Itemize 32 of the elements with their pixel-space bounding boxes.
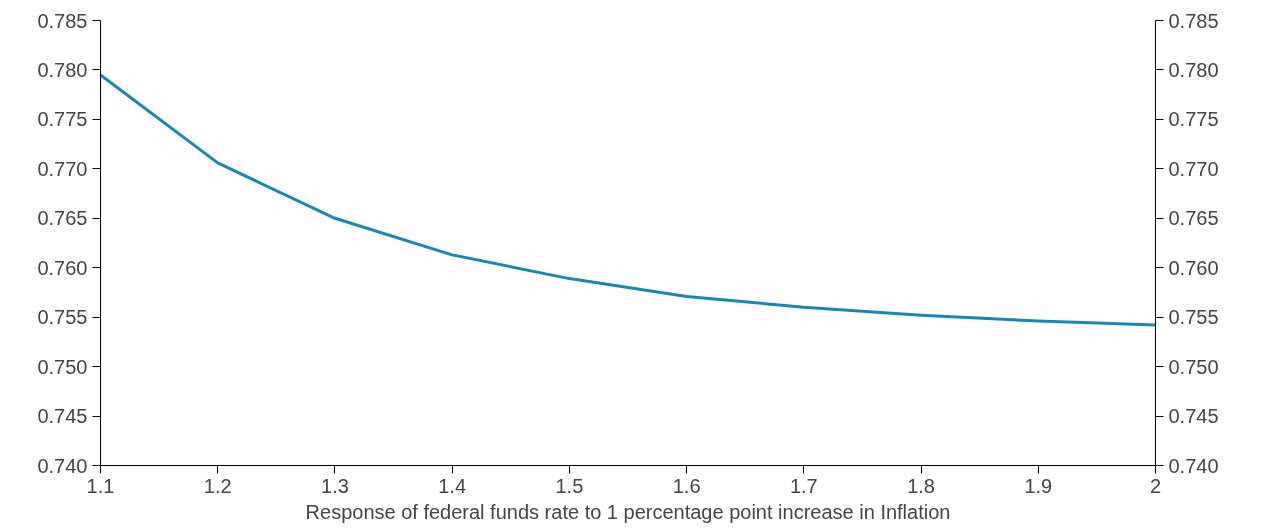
y-tick-label: 0.765: [37, 207, 88, 230]
y-tick-label: 0.750: [37, 355, 88, 378]
x-tick-label: 1.5: [555, 474, 584, 497]
x-tick-label: 1.6: [672, 474, 701, 497]
x-tick-label: 1.4: [438, 474, 467, 497]
y-tick-label: 0.775: [37, 108, 88, 131]
y2-tick-label: 0.745: [1168, 405, 1219, 428]
y-tick-label: 0.780: [37, 58, 88, 81]
y-tick-label: 0.770: [37, 157, 88, 180]
y-tick-label: 0.785: [37, 9, 88, 32]
x-tick-label: 1.3: [321, 474, 349, 497]
y-tick-label: 0.745: [37, 405, 88, 428]
y2-tick-label: 0.770: [1168, 157, 1219, 180]
y2-tick-label: 0.785: [1168, 9, 1219, 32]
x-tick-label: 1.2: [203, 474, 232, 497]
x-tick-label: 1.8: [907, 474, 935, 497]
x-tick-label: 1.7: [789, 474, 818, 497]
x-axis-title: Response of federal funds rate to 1 percentage point increase in Inflation: [305, 500, 951, 523]
y2-tick-label: 0.780: [1168, 58, 1219, 81]
y2-tick-label: 0.760: [1168, 256, 1219, 279]
line-series: [100, 73, 1156, 327]
x-tick-label: 1.9: [1024, 474, 1053, 497]
y2-tick-label: 0.750: [1168, 355, 1219, 378]
y2-tick-label: 0.775: [1168, 108, 1219, 131]
x-tick-label: 2: [1149, 474, 1162, 497]
y-tick-label: 0.740: [37, 454, 88, 477]
y-tick-label: 0.760: [37, 256, 88, 279]
y2-tick-label: 0.740: [1168, 454, 1219, 477]
x-tick-label: 1.1: [86, 474, 115, 497]
y-tick-label: 0.755: [37, 306, 88, 329]
y2-tick-label: 0.765: [1168, 207, 1219, 230]
y2-tick-label: 0.755: [1168, 306, 1219, 329]
